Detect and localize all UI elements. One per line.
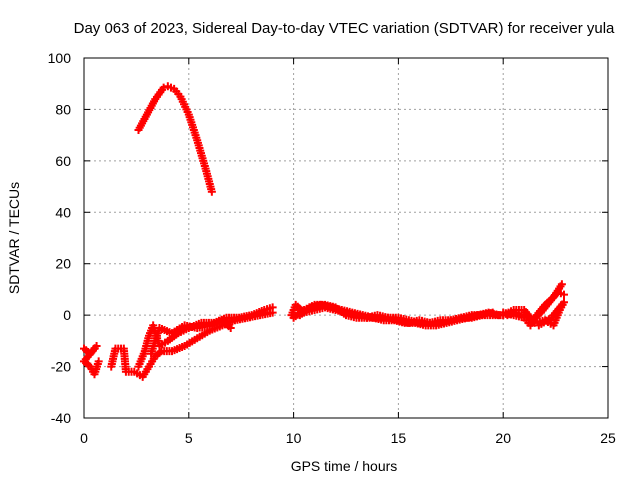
data-point [159, 83, 168, 92]
grid-lines [84, 58, 608, 418]
y-tick-label: -20 [51, 359, 71, 375]
y-tick-label: 80 [55, 101, 71, 117]
data-series [80, 82, 568, 381]
y-tick-label: 0 [63, 307, 71, 323]
x-tick-label: 5 [185, 430, 193, 446]
data-point [226, 324, 235, 332]
data-point [94, 357, 103, 366]
y-tick-label: 20 [55, 256, 71, 272]
x-tick-label: 10 [286, 430, 302, 446]
series-arc-2 [80, 342, 103, 379]
series-arc-11 [499, 298, 568, 330]
data-point [534, 321, 543, 330]
plot-frame [83, 57, 609, 419]
series-arc-1 [134, 82, 216, 196]
data-point [557, 280, 566, 289]
x-tick-label: 20 [495, 430, 511, 446]
x-tick-label: 25 [600, 430, 616, 446]
plot-border [83, 57, 609, 419]
data-point [488, 308, 497, 317]
y-tick-label: 100 [48, 50, 72, 66]
data-point [559, 290, 568, 299]
y-tick-label: 40 [55, 204, 71, 220]
y-tick-label: 60 [55, 153, 71, 169]
series-arc-5 [147, 316, 235, 358]
chart-title: Day 063 of 2023, Sidereal Day-to-day VTE… [74, 20, 615, 37]
series-arc-8 [289, 300, 497, 327]
x-tick-label: 0 [80, 430, 88, 446]
data-point [268, 303, 277, 312]
y-axis-label: SDTVAR / TECUs [6, 182, 22, 294]
data-point [207, 187, 216, 196]
x-axis-label: GPS time / hours [291, 458, 398, 474]
axis-ticks: 0 5 10 15 20 25 -40 -20 0 20 40 60 80 100 [48, 50, 616, 446]
series-arc-3 [107, 308, 277, 381]
x-tick-label: 15 [391, 430, 407, 446]
y-tick-label: -40 [51, 410, 71, 426]
